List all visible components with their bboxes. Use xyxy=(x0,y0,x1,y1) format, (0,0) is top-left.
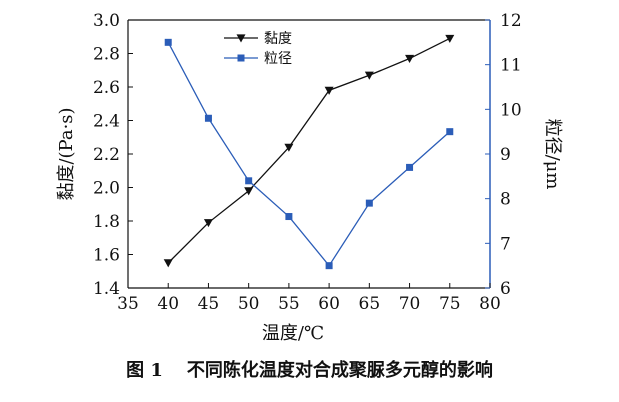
right-y-tick-label: 9 xyxy=(500,145,511,165)
figure-caption-text: 不同陈化温度对合成聚脲多元醇的影响 xyxy=(186,360,493,381)
x-tick-label: 35 xyxy=(117,294,139,314)
x-axis-label: 温度/℃ xyxy=(262,323,324,344)
series-layer xyxy=(163,34,455,270)
series-viscosity xyxy=(163,34,455,268)
data-point-square xyxy=(325,262,333,270)
data-point-square xyxy=(446,128,454,136)
left-y-tick-label: 2.4 xyxy=(93,112,120,132)
data-point-triangle xyxy=(244,187,254,196)
data-point-triangle xyxy=(364,71,374,80)
left-y-tick-label: 1.8 xyxy=(93,212,120,232)
series-particle-size xyxy=(164,38,454,270)
x-tick-label: 65 xyxy=(359,294,381,314)
data-point-triangle xyxy=(203,219,213,228)
left-y-tick-label: 2.6 xyxy=(93,78,120,98)
plot-frame xyxy=(127,19,491,289)
data-point-square xyxy=(245,177,253,185)
x-tick-label: 75 xyxy=(439,294,461,314)
x-tick-label: 50 xyxy=(238,294,260,314)
data-point-triangle xyxy=(405,54,415,64)
x-tick-label: 45 xyxy=(198,294,220,314)
left-y-axis-ticks: 1.4 1.6 1.8 2.0 2.2 2.4 2.6 2.8 3.0 xyxy=(93,11,133,299)
data-point-triangle xyxy=(445,34,455,43)
left-y-tick-label: 1.6 xyxy=(93,246,120,266)
data-point-square xyxy=(204,114,212,122)
x-tick-label: 70 xyxy=(399,294,421,314)
x-tick-label: 80 xyxy=(479,294,501,314)
legend-marker-square xyxy=(237,54,245,62)
left-y-tick-label: 2.2 xyxy=(93,145,120,165)
left-y-tick-label: 3.0 xyxy=(93,11,120,31)
right-y-tick-label: 12 xyxy=(500,11,522,31)
data-point-square xyxy=(365,199,373,207)
figure-number: 图 1 xyxy=(126,360,163,381)
x-tick-label: 60 xyxy=(318,294,340,314)
data-point-square xyxy=(406,163,414,171)
right-y-axis-ticks: 6 7 8 9 10 11 12 xyxy=(485,11,522,299)
series-line xyxy=(167,37,451,264)
left-y-tick-label: 2.0 xyxy=(93,179,120,199)
data-point-triangle xyxy=(284,143,294,152)
data-point-square xyxy=(164,38,172,46)
right-y-tick-label: 7 xyxy=(500,234,511,254)
left-y-tick-label: 1.4 xyxy=(93,279,120,299)
left-y-tick-label: 2.8 xyxy=(93,45,120,65)
right-y-tick-label: 6 xyxy=(500,279,511,299)
left-y-axis-label: 黏度/(Pa·s) xyxy=(56,107,77,200)
legend-marker-triangle xyxy=(236,34,246,43)
data-point-square xyxy=(285,213,293,221)
legend-label: 粒径 xyxy=(264,51,292,67)
x-axis-ticks: 35 40 45 50 55 60 65 70 75 80 xyxy=(117,283,501,314)
x-tick-label: 55 xyxy=(278,294,300,314)
right-y-axis-label: 粒径/μm xyxy=(542,119,563,190)
x-tick-label: 40 xyxy=(157,294,179,314)
data-point-triangle xyxy=(163,259,173,268)
right-y-tick-label: 8 xyxy=(500,190,511,210)
legend-label: 黏度 xyxy=(264,31,292,47)
series-line xyxy=(167,42,451,267)
right-y-tick-label: 10 xyxy=(500,100,522,120)
figure-caption: 图 1 不同陈化温度对合成聚脲多元醇的影响 xyxy=(0,356,619,382)
data-point-triangle xyxy=(324,86,334,95)
dual-axis-line-chart: 35 40 45 50 55 60 65 70 75 80 1.4 1.6 1.8 2.0 2.2 2.4 2… xyxy=(56,11,563,344)
right-y-tick-label: 11 xyxy=(500,56,522,76)
